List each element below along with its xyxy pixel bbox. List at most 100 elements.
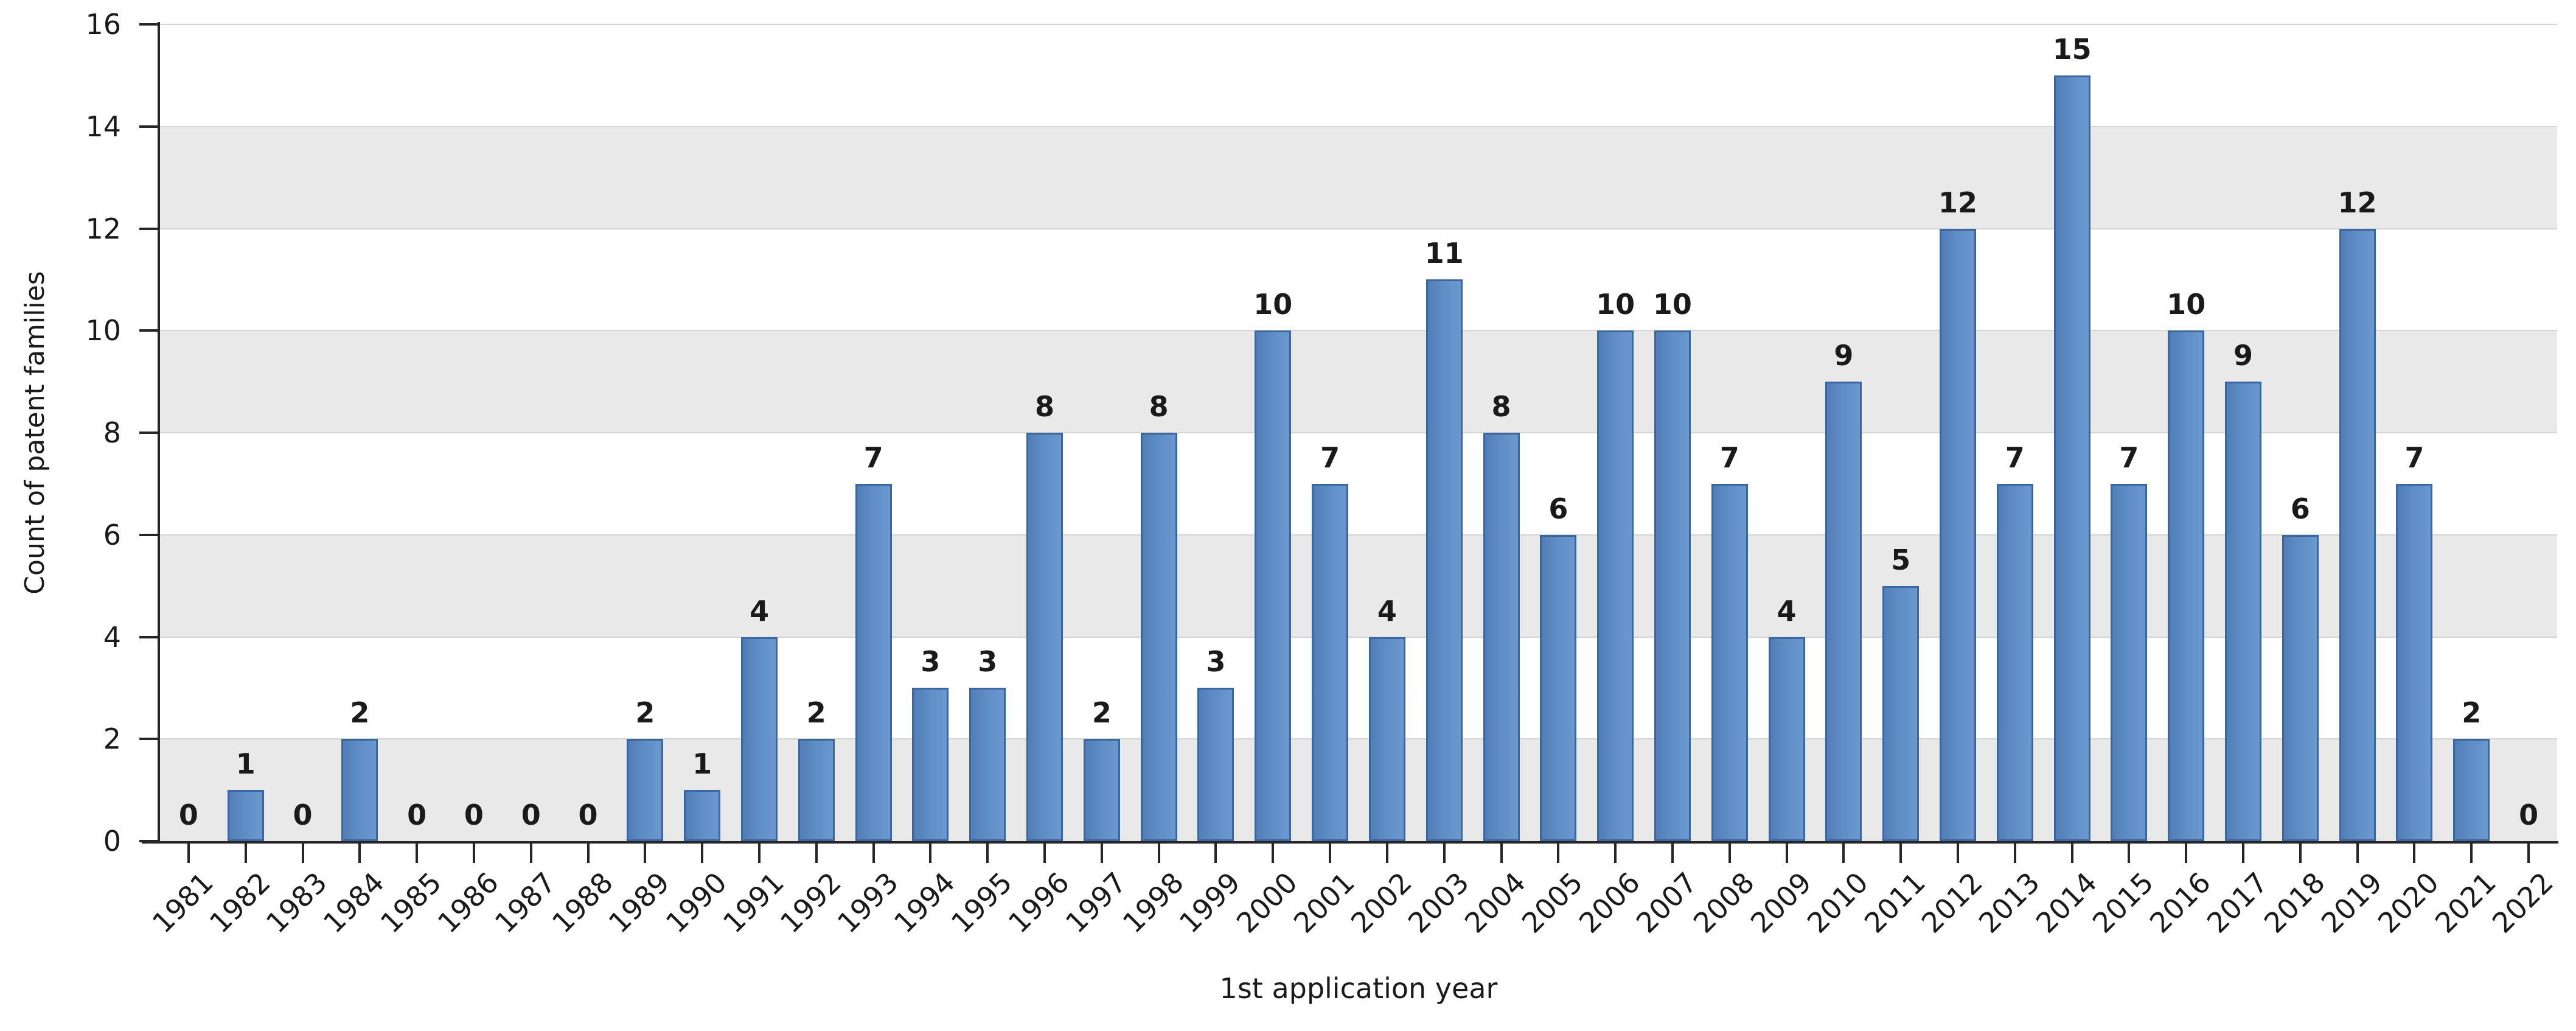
x-tick (701, 844, 704, 863)
y-tick (139, 227, 158, 230)
grid-band (160, 739, 2557, 841)
bar-2008 (1711, 483, 1748, 841)
x-tick (472, 844, 475, 863)
bar-value-label: 4 (1777, 594, 1797, 627)
bar-value-label: 0 (178, 799, 198, 831)
bar-value-label: 15 (2052, 32, 2092, 66)
x-tick-label: 2002 (1344, 865, 1418, 940)
x-tick-label: 1991 (716, 865, 790, 940)
bar-1999 (1197, 688, 1234, 841)
x-tick-label: 2004 (1458, 865, 1533, 940)
x-tick-label: 2006 (1572, 865, 1646, 940)
y-tick-label: 6 (103, 518, 121, 551)
bar-value-label: 2 (635, 696, 655, 730)
x-tick-label: 1981 (145, 865, 220, 940)
bar-value-label: 0 (578, 799, 598, 831)
x-tick-label: 2019 (2314, 865, 2389, 940)
x-tick-label: 1983 (260, 865, 334, 940)
x-tick (1842, 844, 1845, 863)
grid-band (160, 534, 2557, 637)
y-tick (139, 635, 158, 638)
bar-value-label: 12 (2338, 186, 2377, 219)
x-tick (1272, 844, 1275, 863)
bar-value-label: 0 (464, 799, 484, 831)
x-tick-label: 1986 (431, 865, 505, 940)
y-tick (139, 738, 158, 741)
bar-value-label: 5 (1891, 543, 1911, 576)
x-tick (2185, 844, 2188, 863)
bar-value-label: 4 (1377, 594, 1397, 627)
x-tick (416, 844, 419, 863)
bar-2012 (1940, 228, 1976, 841)
bar-value-label: 2 (2462, 696, 2482, 730)
x-tick (2242, 844, 2245, 863)
x-tick-label: 1994 (888, 865, 962, 940)
x-tick-label: 2000 (1230, 865, 1304, 940)
x-tick (815, 844, 818, 863)
y-tick (139, 125, 158, 128)
bar-2020 (2396, 483, 2433, 841)
gridline (160, 330, 2557, 332)
x-tick-label: 2015 (2086, 865, 2160, 940)
grid-band (160, 330, 2557, 433)
x-tick (2070, 844, 2073, 863)
bar-value-label: 9 (2233, 339, 2254, 372)
bar-value-label: 6 (2290, 492, 2310, 525)
bar-value-label: 7 (2404, 441, 2425, 474)
gridline (160, 228, 2557, 229)
x-tick (358, 844, 361, 863)
x-tick-label: 1989 (602, 865, 677, 940)
bar-2007 (1654, 330, 1691, 841)
x-tick (529, 844, 532, 863)
x-tick (187, 844, 190, 863)
bar-value-label: 8 (1149, 390, 1169, 423)
bar-2011 (1882, 585, 1920, 841)
x-tick (587, 844, 590, 863)
y-tick-label: 0 (103, 825, 121, 858)
bar-value-label: 11 (1424, 237, 1464, 270)
bar-value-label: 0 (2519, 799, 2539, 831)
bar-2004 (1483, 433, 1520, 841)
x-tick-label: 1993 (830, 865, 905, 940)
y-tick-label: 10 (85, 314, 121, 348)
bar-1982 (227, 790, 264, 841)
x-tick (1157, 844, 1160, 863)
bar-1993 (855, 483, 892, 841)
bar-value-label: 9 (1834, 339, 1854, 372)
x-tick (1100, 844, 1103, 863)
y-tick-label: 2 (103, 722, 121, 756)
bar-2000 (1255, 330, 1292, 841)
bar-value-label: 0 (293, 799, 313, 831)
x-tick-label: 1988 (545, 865, 619, 940)
bar-value-label: 2 (350, 696, 370, 730)
bar-value-label: 7 (863, 441, 883, 474)
bar-value-label: 2 (806, 696, 826, 730)
x-tick-label: 2011 (1858, 865, 1932, 940)
bar-value-label: 7 (1719, 441, 1739, 474)
x-tick (1899, 844, 1902, 863)
bar-1997 (1083, 739, 1120, 841)
x-tick (2013, 844, 2016, 863)
bar-value-label: 6 (1548, 492, 1568, 525)
bar-1991 (741, 637, 778, 841)
x-tick-label: 2008 (1687, 865, 1761, 940)
x-tick (1500, 844, 1503, 863)
bar-2003 (1426, 279, 1463, 841)
y-tick-label: 14 (85, 110, 121, 143)
bar-2015 (2111, 483, 2148, 841)
bar-value-label: 8 (1035, 390, 1055, 423)
x-tick (1728, 844, 1731, 863)
gridline (160, 432, 2557, 433)
x-tick (872, 844, 875, 863)
x-tick (1557, 844, 1560, 863)
bar-value-label: 3 (978, 645, 998, 679)
bar-2019 (2339, 228, 2376, 841)
bar-2009 (1768, 637, 1805, 841)
x-tick (1614, 844, 1617, 863)
gridline (160, 534, 2557, 536)
bar-1996 (1026, 433, 1063, 841)
x-tick (758, 844, 761, 863)
